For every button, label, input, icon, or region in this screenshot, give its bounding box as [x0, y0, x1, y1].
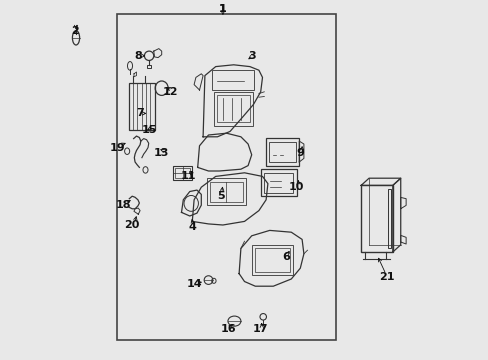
Text: 14: 14 [186, 279, 202, 289]
Text: 6: 6 [282, 252, 289, 262]
Text: 20: 20 [124, 220, 140, 230]
Bar [128, 83, 154, 130]
Bar [175, 168, 190, 178]
Text: 9: 9 [296, 148, 304, 158]
Text: 16: 16 [220, 324, 236, 334]
Text: 17: 17 [252, 324, 268, 334]
Text: 15: 15 [142, 125, 157, 135]
Text: 4: 4 [188, 222, 196, 232]
Text: 21: 21 [378, 272, 394, 282]
Text: 11: 11 [181, 171, 196, 181]
Bar [260, 169, 296, 196]
Bar [255, 248, 289, 272]
Text: 7: 7 [136, 108, 143, 118]
Bar [387, 189, 390, 248]
Text: 1: 1 [219, 4, 226, 14]
Bar [213, 92, 253, 126]
Bar [210, 182, 242, 202]
Text: 19: 19 [110, 143, 125, 153]
Bar [212, 70, 253, 90]
Text: 2: 2 [71, 26, 79, 36]
Bar [361, 185, 392, 252]
Text: 12: 12 [163, 87, 178, 97]
Text: 1: 1 [219, 4, 226, 14]
Bar [268, 142, 295, 162]
Text: 18: 18 [116, 200, 131, 210]
Text: 13: 13 [154, 148, 169, 158]
Bar [265, 138, 299, 166]
Bar [251, 245, 292, 275]
Bar [206, 178, 246, 205]
Bar [146, 65, 151, 68]
Bar [217, 95, 249, 122]
Bar [173, 166, 192, 180]
Bar [117, 14, 336, 340]
Text: 8: 8 [134, 51, 142, 61]
Text: 10: 10 [288, 182, 304, 192]
Bar [264, 173, 292, 193]
Text: 5: 5 [217, 191, 224, 201]
Text: 3: 3 [247, 51, 255, 61]
